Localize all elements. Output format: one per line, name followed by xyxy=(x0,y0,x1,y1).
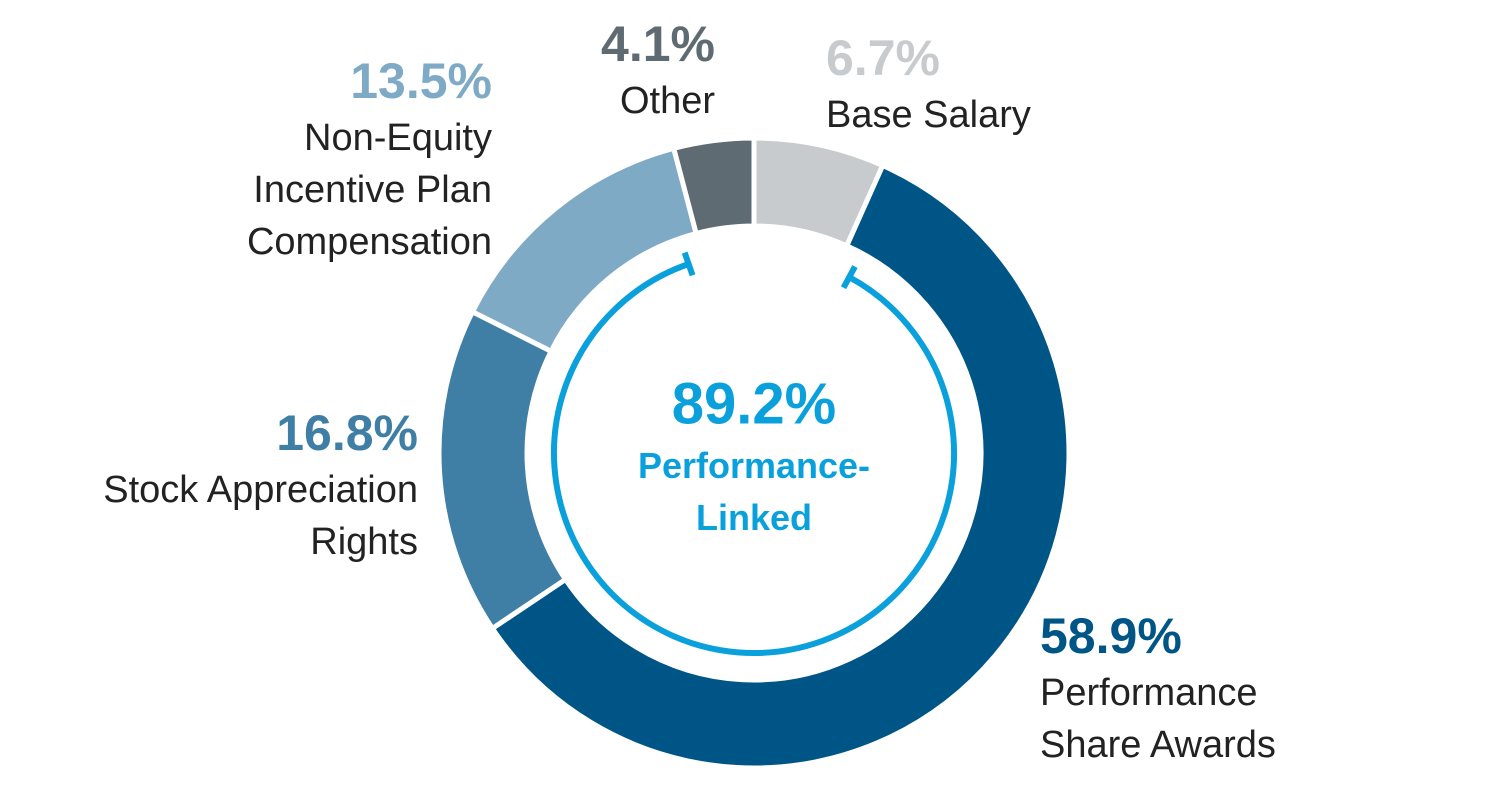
category-label: Other xyxy=(620,80,715,122)
value-label: 58.9% xyxy=(1040,608,1182,664)
category-label: Base Salary xyxy=(826,94,1031,136)
center-value: 89.2% xyxy=(672,371,836,436)
donut-segment xyxy=(436,308,569,632)
arc-tick xyxy=(840,265,858,290)
category-label: Performance Share Awards xyxy=(1040,672,1276,766)
donut-segment xyxy=(488,162,1072,771)
category-label: Non-Equity Incentive Plan Compensation xyxy=(247,117,492,263)
donut-segment xyxy=(670,135,757,237)
value-label: 13.5% xyxy=(350,53,492,109)
value-label: 4.1% xyxy=(601,16,715,72)
center-label: Performance-Linked xyxy=(638,445,870,538)
donut-segment xyxy=(469,145,700,355)
arc-tick xyxy=(681,251,696,277)
performance-arc xyxy=(551,261,957,656)
value-label: 16.8% xyxy=(276,405,418,461)
value-label: 6.7% xyxy=(826,30,940,86)
category-label: Stock Appreciation Rights xyxy=(103,469,418,563)
